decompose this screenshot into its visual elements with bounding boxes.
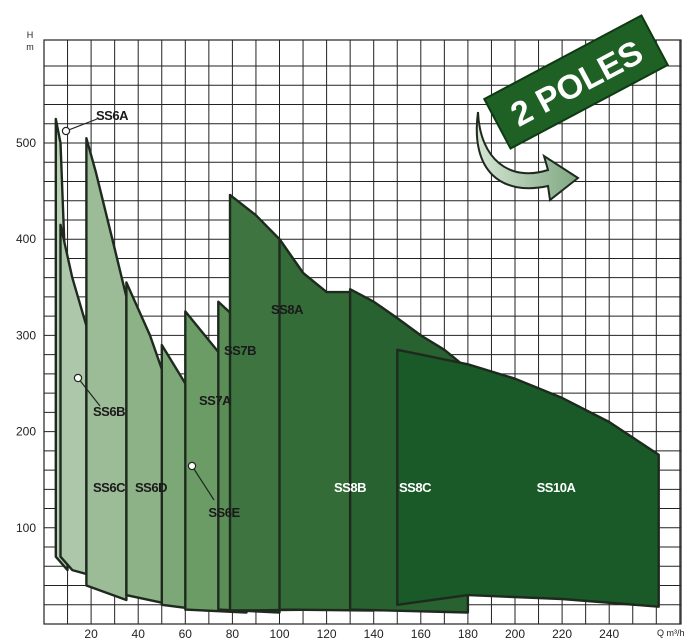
pump-labels: SS6A SS6B SS6C SS6D SS6E SS7A SS7B SS8A SS8B SS8C… [61, 108, 577, 520]
series-label-ss6d: SS6D [135, 480, 167, 495]
series-label-ss8a: SS8A [271, 302, 304, 317]
x-tick-label: 60 [179, 627, 193, 641]
badge-background [482, 14, 670, 150]
x-tick-label: 240 [599, 627, 619, 641]
series-label-ss6a: SS6A [96, 108, 129, 123]
region-ss6c [85, 137, 128, 602]
series-label-ss8c: SS8C [399, 480, 432, 495]
y-tick-label: 400 [16, 232, 36, 246]
region-ss10a [396, 348, 660, 608]
two-poles-badge: 2 POLES [475, 14, 670, 202]
x-tick-label: 120 [317, 627, 337, 641]
label-marker [73, 373, 83, 383]
label-marker [187, 461, 197, 471]
label-leader-line [77, 377, 101, 407]
label-leader-line [191, 465, 215, 501]
y-tick-label: 200 [16, 425, 36, 439]
x-tick-label: 40 [132, 627, 146, 641]
x-tick-label: 80 [226, 627, 240, 641]
y-tick-label: 500 [16, 136, 36, 150]
y-tick-label: 300 [16, 328, 36, 342]
x-tick-label: 20 [84, 627, 98, 641]
y-tick-label: 100 [16, 521, 36, 535]
label-leader-line [65, 118, 98, 132]
label-marker [61, 126, 71, 136]
y-axis-unit-top: H [27, 30, 34, 40]
series-label-ss6e: SS6E [208, 505, 240, 520]
series-label-ss7b: SS7B [224, 343, 256, 358]
y-axis-unit-bottom: m [26, 42, 34, 52]
x-tick-label: 160 [411, 627, 431, 641]
series-label-ss8b: SS8B [334, 480, 366, 495]
series-label-ss10a: SS10A [537, 480, 577, 495]
x-tick-label: 180 [458, 627, 478, 641]
pump-regions [54, 117, 660, 614]
curved-arrow-icon [475, 111, 580, 202]
x-axis-unit: Q m³/h [657, 628, 685, 638]
x-tick-label: 220 [552, 627, 572, 641]
series-label-ss6c: SS6C [93, 480, 126, 495]
x-tick-label: 140 [364, 627, 384, 641]
plot-frame [43, 39, 682, 625]
axis-ticks: 20 40 60 80 100 120 140 160 180 200 220 240 100 200 30… [16, 136, 620, 641]
series-label-ss7a: SS7A [199, 393, 232, 408]
x-tick-label: 200 [505, 627, 525, 641]
series-label-ss6b: SS6B [93, 404, 125, 419]
x-tick-label: 100 [269, 627, 289, 641]
